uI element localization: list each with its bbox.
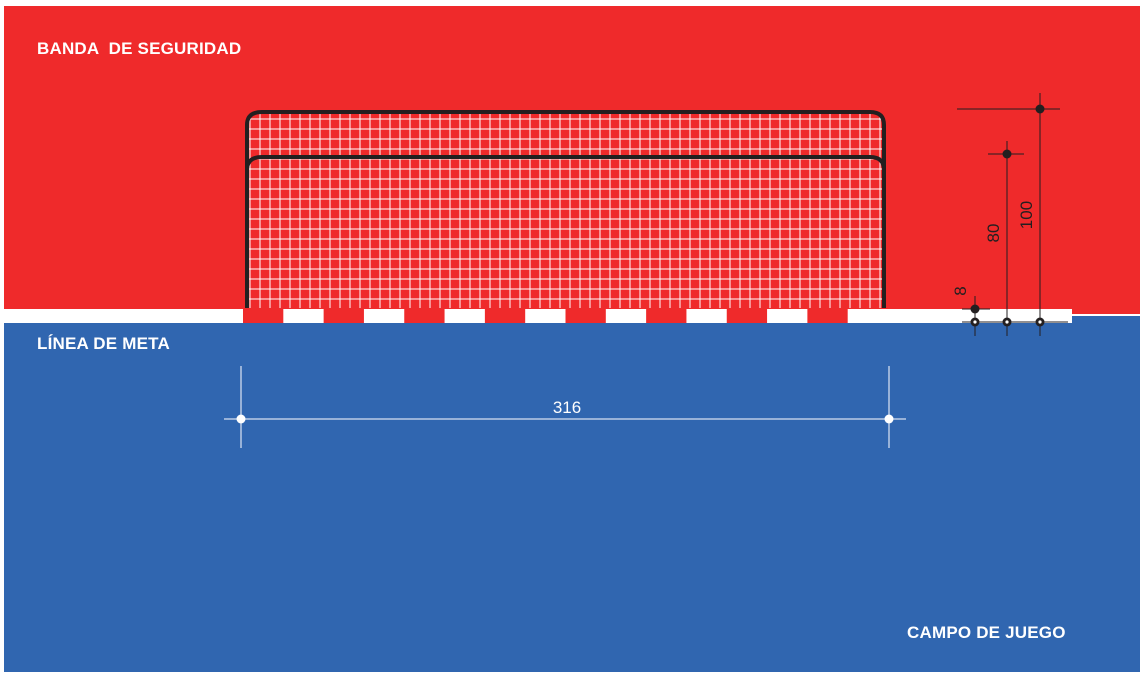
goal-line-stripe	[726, 309, 768, 323]
goal-frame-back	[245, 110, 886, 308]
goal-frame-front	[245, 155, 886, 308]
goal-width-label: 316	[553, 398, 581, 417]
goal-line-stripe	[847, 309, 889, 323]
goal-depth-height-label: 100	[1017, 201, 1036, 229]
goal-line-stripe	[565, 309, 607, 323]
goal-width-dimension: 316	[224, 366, 906, 448]
post-dot-top	[970, 304, 980, 314]
goal-line-stripe	[767, 309, 808, 323]
goal-line-stripe	[243, 309, 284, 323]
width-dot-right	[884, 414, 894, 424]
height-dot-top	[1002, 149, 1012, 159]
playing-field-area	[4, 316, 1140, 672]
goal-height-label: 80	[984, 224, 1003, 243]
post-width-label: 8	[951, 286, 970, 295]
goal-line-stripe	[605, 309, 647, 323]
depth-dot-top	[1035, 104, 1045, 114]
goal-line-stripe	[363, 309, 405, 323]
goal-line-stripe	[283, 309, 325, 323]
goal-line-stripe	[525, 309, 566, 323]
goal-net	[247, 112, 884, 308]
safety-band-area	[4, 6, 1140, 314]
goal-line-stripe	[686, 309, 728, 323]
safety-band-label: BANDA DE SEGURIDAD	[37, 39, 242, 58]
goal-line-stripe	[646, 309, 687, 323]
width-dot-left	[236, 414, 246, 424]
goal-line-stripe	[807, 309, 849, 323]
playing-field-label: CAMPO DE JUEGO	[907, 623, 1066, 642]
goal-line-stripe	[484, 309, 526, 323]
goal-line-label: LÍNEA DE META	[37, 334, 170, 353]
goal-line-stripe	[404, 309, 446, 323]
goal-line-stripe	[323, 309, 365, 323]
goal-line-stripe	[444, 309, 486, 323]
goal-line-stripes	[243, 309, 889, 323]
height-dimensions: 8 80 100	[951, 93, 1068, 336]
